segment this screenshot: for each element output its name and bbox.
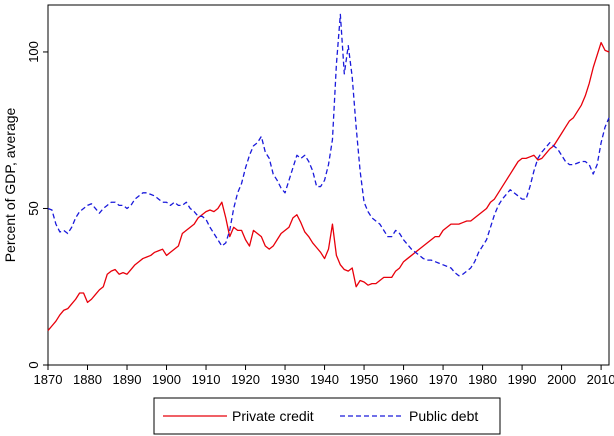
series-layer bbox=[47, 13, 610, 331]
x-tick-label: 1990 bbox=[508, 372, 537, 387]
y-tick-label: 100 bbox=[26, 41, 41, 63]
x-tick-label: 1970 bbox=[429, 372, 458, 387]
x-tick-label: 1900 bbox=[152, 372, 181, 387]
y-tick-label: 50 bbox=[26, 201, 41, 215]
x-tick-label: 1880 bbox=[73, 372, 102, 387]
legend-label-private-credit: Private credit bbox=[232, 408, 314, 424]
x-tick-label: 1950 bbox=[350, 372, 379, 387]
x-tick-label: 2010 bbox=[587, 372, 614, 387]
x-tick-label: 1890 bbox=[113, 372, 142, 387]
y-axis-title: Percent of GDP, average bbox=[2, 107, 18, 262]
legend: Private credit Public debt bbox=[153, 397, 501, 435]
x-tick-label: 1980 bbox=[468, 372, 497, 387]
plot-area bbox=[47, 4, 610, 366]
y-tick-label: 0 bbox=[26, 361, 41, 368]
x-tick-label: 1870 bbox=[34, 372, 63, 387]
x-axis-ticks: 1870 1880 1890 1900 1910 1920 1930 1940 1950 1960… bbox=[34, 365, 614, 387]
series-line-private-credit bbox=[47, 41, 610, 331]
x-tick-label: 1910 bbox=[192, 372, 221, 387]
x-tick-label: 1960 bbox=[389, 372, 418, 387]
y-axis-ticks: 0 50 100 bbox=[26, 41, 48, 369]
x-tick-label: 1930 bbox=[271, 372, 300, 387]
x-tick-label: 2000 bbox=[547, 372, 576, 387]
x-tick-label: 1920 bbox=[231, 372, 260, 387]
series-line-public-debt bbox=[47, 13, 610, 277]
legend-label-public-debt: Public debt bbox=[409, 408, 478, 424]
x-tick-label: 1940 bbox=[310, 372, 339, 387]
